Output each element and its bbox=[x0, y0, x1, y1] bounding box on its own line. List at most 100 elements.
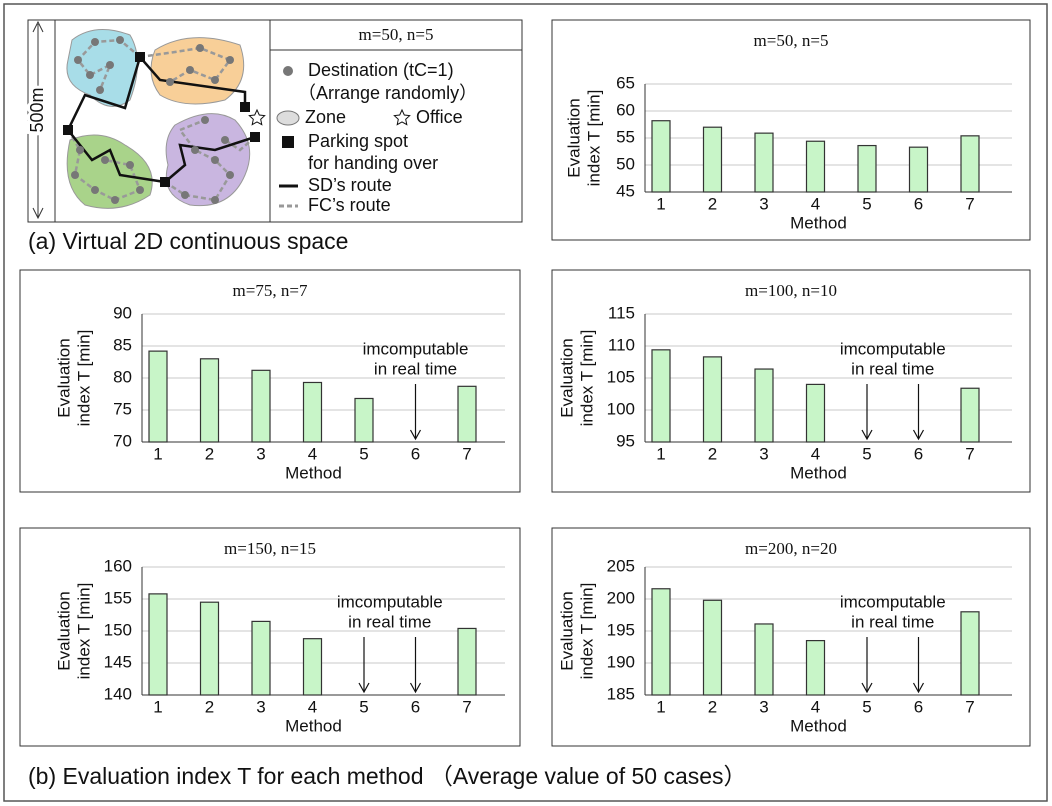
x-tick-label: 4 bbox=[811, 444, 820, 463]
annotation: imcomputable bbox=[840, 339, 946, 358]
x-tick-label: 2 bbox=[205, 697, 214, 716]
x-tick-label: 2 bbox=[708, 697, 717, 716]
chart-title: m=200, n=20 bbox=[745, 539, 837, 558]
annotation: imcomputable bbox=[363, 339, 469, 358]
x-tick-label: 2 bbox=[708, 444, 717, 463]
x-tick-label: 4 bbox=[811, 194, 820, 213]
x-axis-label: Method bbox=[285, 716, 342, 735]
x-tick-label: 3 bbox=[256, 444, 265, 463]
bar bbox=[807, 141, 825, 192]
y-axis-label: Evaluation bbox=[557, 591, 576, 670]
x-tick-label: 7 bbox=[462, 697, 471, 716]
legend-label: for handing over bbox=[308, 153, 438, 173]
legend-label: FC’s route bbox=[308, 195, 391, 215]
annotation: imcomputable bbox=[337, 592, 443, 611]
x-tick-label: 3 bbox=[256, 697, 265, 716]
bar bbox=[755, 624, 773, 695]
x-axis-label: Method bbox=[790, 716, 847, 735]
y-tick-label: 155 bbox=[104, 588, 132, 607]
bar bbox=[652, 589, 670, 695]
bar bbox=[807, 384, 825, 442]
bar bbox=[149, 594, 167, 695]
x-tick-label: 6 bbox=[411, 444, 420, 463]
x-tick-label: 6 bbox=[411, 697, 420, 716]
bar bbox=[807, 641, 825, 695]
x-tick-label: 5 bbox=[862, 697, 871, 716]
x-tick-label: 1 bbox=[656, 697, 665, 716]
x-axis-label: Method bbox=[790, 463, 847, 482]
bar bbox=[961, 612, 979, 695]
legend-label: Parking spot bbox=[308, 131, 408, 151]
y-tick-label: 110 bbox=[608, 335, 635, 354]
x-tick-label: 1 bbox=[656, 194, 665, 213]
y-tick-label: 195 bbox=[607, 620, 635, 639]
y-tick-label: 80 bbox=[113, 367, 132, 386]
y-tick-label: 160 bbox=[104, 556, 132, 575]
figure: 500m m=50, n=5 Destination (tC=1) （Arran… bbox=[0, 0, 1052, 806]
x-tick-label: 5 bbox=[862, 194, 871, 213]
bar bbox=[652, 350, 670, 442]
bar bbox=[252, 621, 270, 695]
y-tick-label: 145 bbox=[104, 652, 132, 671]
y-axis-label: Evaluation bbox=[54, 338, 73, 417]
y-tick-label: 85 bbox=[113, 335, 132, 354]
y-tick-label: 105 bbox=[607, 367, 635, 386]
x-tick-label: 2 bbox=[708, 194, 717, 213]
x-tick-label: 7 bbox=[462, 444, 471, 463]
annotation: in real time bbox=[851, 612, 934, 631]
annotation: in real time bbox=[348, 612, 431, 631]
legend-symbol bbox=[283, 66, 293, 76]
x-tick-label: 7 bbox=[965, 444, 974, 463]
x-tick-label: 3 bbox=[759, 697, 768, 716]
y-axis-label: index T [min] bbox=[74, 330, 93, 427]
y-tick-label: 200 bbox=[607, 588, 635, 607]
scale-label: 500m bbox=[27, 87, 47, 132]
y-tick-label: 75 bbox=[113, 399, 132, 418]
bar bbox=[755, 369, 773, 442]
legend-label: Office bbox=[416, 107, 463, 127]
x-tick-label: 2 bbox=[205, 444, 214, 463]
x-tick-label: 6 bbox=[914, 697, 923, 716]
bar bbox=[704, 357, 722, 442]
y-axis-label: Evaluation bbox=[564, 98, 583, 177]
y-tick-label: 65 bbox=[616, 73, 635, 92]
legend-label: （Arrange randomly） bbox=[298, 83, 477, 103]
y-tick-label: 185 bbox=[607, 684, 635, 703]
legend-label: Destination (tC=1) bbox=[308, 60, 454, 80]
y-tick-label: 205 bbox=[607, 556, 635, 575]
bar bbox=[149, 351, 167, 442]
x-tick-label: 1 bbox=[656, 444, 665, 463]
x-tick-label: 6 bbox=[914, 444, 923, 463]
y-axis-label: index T [min] bbox=[584, 90, 603, 187]
y-tick-label: 115 bbox=[608, 303, 635, 322]
caption: (a) Virtual 2D continuous space bbox=[28, 228, 348, 254]
y-tick-label: 50 bbox=[616, 154, 635, 173]
x-tick-label: 5 bbox=[359, 444, 368, 463]
bar bbox=[704, 600, 722, 695]
bar bbox=[252, 370, 270, 442]
y-tick-label: 150 bbox=[104, 620, 132, 639]
y-tick-label: 190 bbox=[607, 652, 635, 671]
bar bbox=[458, 386, 476, 442]
y-tick-label: 100 bbox=[607, 399, 635, 418]
legend-label: Zone bbox=[305, 107, 346, 127]
bar bbox=[961, 388, 979, 442]
bar bbox=[355, 398, 373, 442]
chart-title: m=75, n=7 bbox=[233, 281, 308, 300]
annotation: in real time bbox=[851, 359, 934, 378]
y-tick-label: 55 bbox=[616, 127, 635, 146]
y-axis-label: index T [min] bbox=[577, 330, 596, 427]
x-tick-label: 3 bbox=[759, 194, 768, 213]
y-axis-label: index T [min] bbox=[74, 583, 93, 680]
bar bbox=[458, 628, 476, 695]
y-tick-label: 70 bbox=[113, 431, 132, 450]
legend-symbol bbox=[277, 111, 299, 125]
legend-symbol bbox=[282, 136, 294, 148]
x-tick-label: 5 bbox=[359, 697, 368, 716]
legend-label: SD’s route bbox=[308, 175, 392, 195]
x-axis-label: Method bbox=[285, 463, 342, 482]
x-tick-label: 7 bbox=[965, 697, 974, 716]
bar bbox=[961, 136, 979, 192]
y-tick-label: 140 bbox=[104, 684, 132, 703]
y-axis-label: Evaluation bbox=[54, 591, 73, 670]
